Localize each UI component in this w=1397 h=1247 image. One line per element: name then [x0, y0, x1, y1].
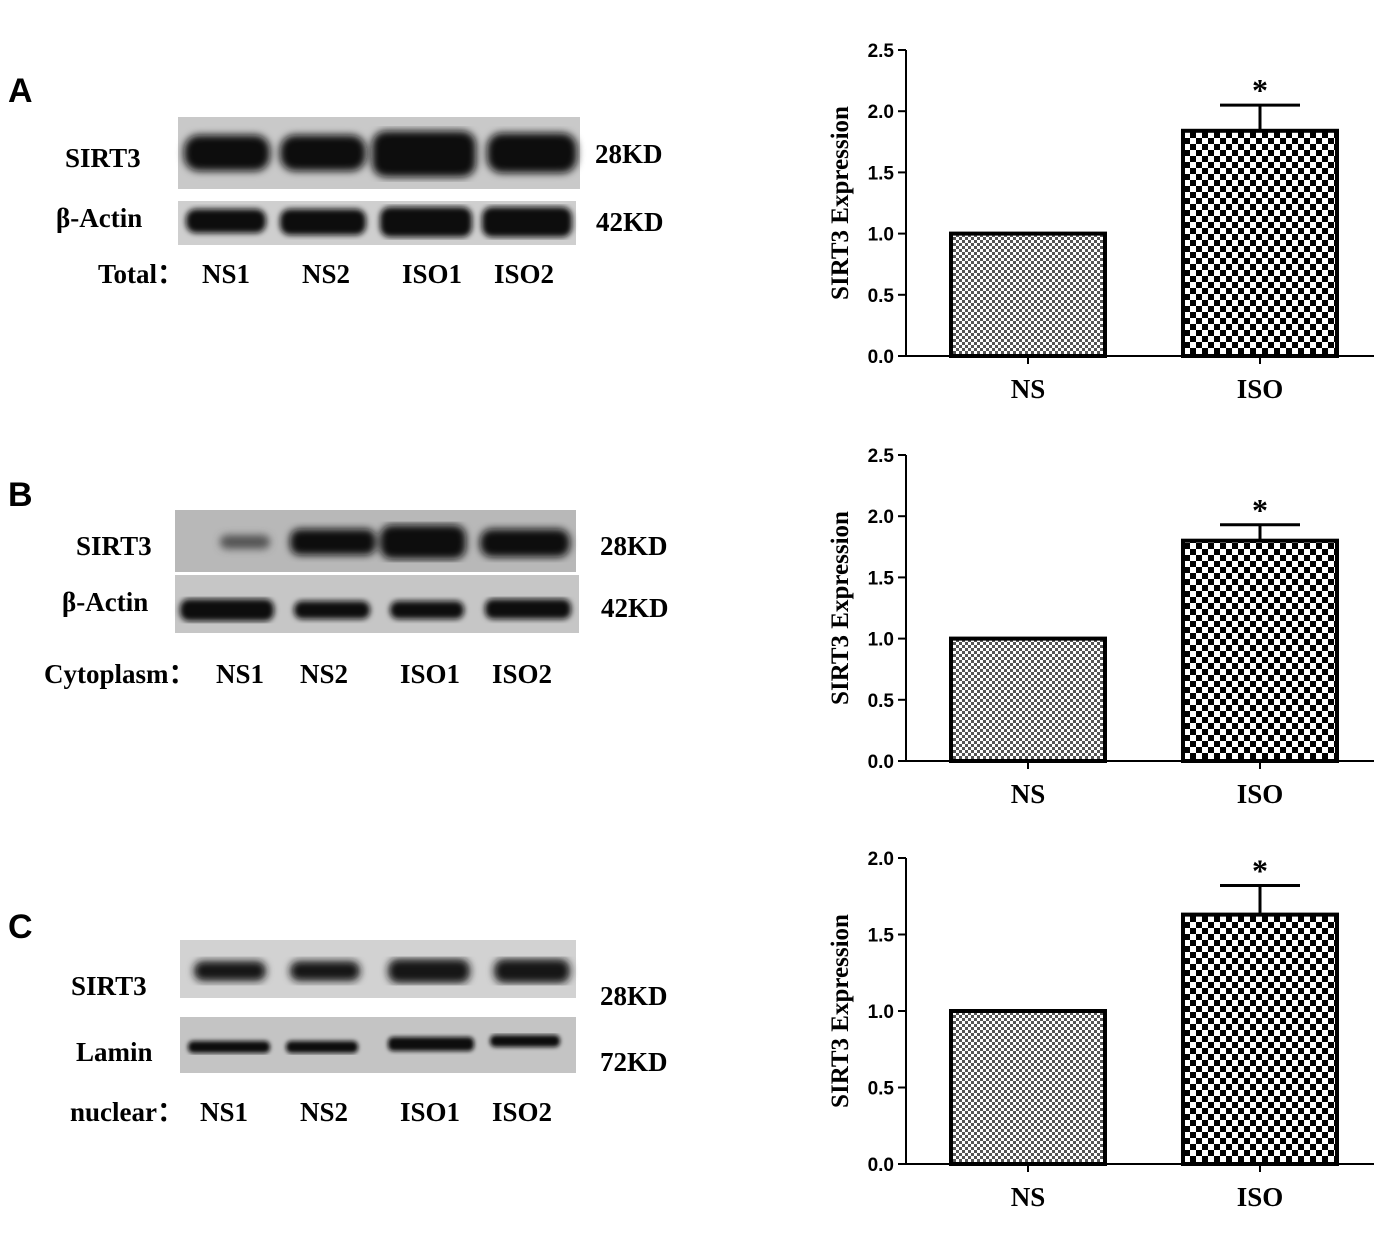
- blot-protein-label: Lamin: [76, 1037, 153, 1067]
- bar-chart-b: 0.0 0.5 1.0 1.5 2.0 2.5 SIRT3 Expression NS ISO *: [827, 446, 1374, 809]
- western-blot-b: SIRT3 β-Actin 28KD 42KD Cytoplasm： NS1 N…: [44, 510, 669, 689]
- blot-protein-label: SIRT3: [76, 531, 152, 561]
- bar-iso: [1181, 912, 1339, 1166]
- blot-lane-label: NS2: [300, 1097, 348, 1127]
- blot-lane-label: NS2: [300, 659, 348, 689]
- blot-lane-label: ISO1: [400, 659, 460, 689]
- blot-lane-label: NS2: [302, 259, 350, 289]
- blot-lane-label: NS1: [202, 259, 250, 289]
- bar-ns: [949, 231, 1107, 359]
- y-tick-label: 2.0: [868, 849, 894, 870]
- blot-lane-label: ISO1: [402, 259, 462, 289]
- y-tick-label: 1.5: [868, 926, 895, 947]
- y-tick-label: 2.0: [868, 507, 894, 528]
- bar-iso: [1181, 538, 1339, 764]
- blot-fraction-label: nuclear：: [70, 1097, 184, 1127]
- blot-size-label: 28KD: [595, 139, 663, 169]
- blot-size-label: 42KD: [601, 593, 669, 623]
- blot-protein-label: β-Actin: [62, 587, 148, 617]
- significance-marker: *: [1252, 853, 1268, 889]
- blot-lane-label: ISO1: [400, 1097, 460, 1127]
- blot-lane-label: NS1: [200, 1097, 248, 1127]
- y-tick-label: 0.0: [868, 347, 894, 368]
- blot-size-label: 42KD: [596, 207, 664, 237]
- blot-lane-label: ISO2: [492, 1097, 552, 1127]
- western-blot-c: SIRT3 Lamin 28KD 72KD nuclear： NS1 NS2 I…: [70, 940, 668, 1127]
- y-tick-label: 2.5: [868, 41, 895, 62]
- bar-chart-a: 0.0 0.5 1.0 1.5 2.0 2.5 SIRT3 Expression NS ISO *: [827, 41, 1374, 404]
- blot-bands-lamin: [188, 1035, 560, 1053]
- y-axis-title: SIRT3 Expression: [827, 914, 854, 1108]
- y-tick-label: 0.5: [868, 1079, 895, 1100]
- significance-marker: *: [1252, 72, 1268, 108]
- panel-letter-a: A: [8, 72, 33, 110]
- y-tick-label: 2.0: [868, 102, 894, 123]
- blot-size-label: 28KD: [600, 981, 668, 1011]
- blot-protein-label: SIRT3: [71, 971, 147, 1001]
- western-blot-a: SIRT3 β-Actin 28KD 42KD Total： NS1 NS2 I…: [56, 117, 664, 289]
- blot-lane-label: ISO2: [494, 259, 554, 289]
- y-tick-label: 0.0: [868, 1155, 894, 1176]
- blot-size-label: 28KD: [600, 531, 668, 561]
- blot-protein-label: SIRT3: [65, 143, 141, 173]
- bar-chart-c: 0.0 0.5 1.0 1.5 2.0 SIRT3 Expression NS ISO *: [827, 849, 1374, 1212]
- bar-ns: [949, 636, 1107, 764]
- y-axis-title: SIRT3 Expression: [827, 511, 854, 705]
- blot-fraction-label: Total：: [98, 259, 184, 289]
- x-tick-label: NS: [1011, 374, 1046, 404]
- y-tick-label: 0.0: [868, 752, 894, 773]
- x-tick-label: NS: [1011, 1182, 1046, 1212]
- y-tick-label: 0.5: [868, 691, 895, 712]
- y-tick-label: 2.5: [868, 446, 895, 467]
- panel-letter-b: B: [8, 476, 33, 514]
- bar-ns: [949, 1009, 1107, 1166]
- x-tick-label: ISO: [1237, 1182, 1284, 1212]
- x-tick-label: ISO: [1237, 779, 1284, 809]
- blot-fraction-label: Cytoplasm：: [44, 659, 196, 689]
- blot-lane-label: NS1: [216, 659, 264, 689]
- blot-size-label: 72KD: [600, 1047, 668, 1077]
- y-tick-label: 1.0: [868, 1002, 894, 1023]
- blot-bands-actin: [180, 599, 571, 621]
- y-axis-title: SIRT3 Expression: [827, 106, 854, 300]
- y-tick-label: 1.5: [868, 163, 895, 184]
- blot-protein-label: β-Actin: [56, 203, 142, 233]
- blot-bands-sirt3: [220, 525, 570, 559]
- y-tick-label: 0.5: [868, 286, 895, 307]
- blot-bands-actin: [186, 207, 572, 237]
- y-tick-label: 1.0: [868, 630, 894, 651]
- x-tick-label: NS: [1011, 779, 1046, 809]
- x-tick-label: ISO: [1237, 374, 1284, 404]
- significance-marker: *: [1252, 492, 1268, 528]
- panel-letter-c: C: [8, 908, 33, 946]
- blot-bands-sirt3: [184, 131, 577, 177]
- blot-bands-sirt3: [194, 959, 570, 983]
- blot-lane-label: ISO2: [492, 659, 552, 689]
- y-tick-label: 1.0: [868, 225, 894, 246]
- bar-iso: [1181, 128, 1339, 358]
- y-tick-label: 1.5: [868, 568, 895, 589]
